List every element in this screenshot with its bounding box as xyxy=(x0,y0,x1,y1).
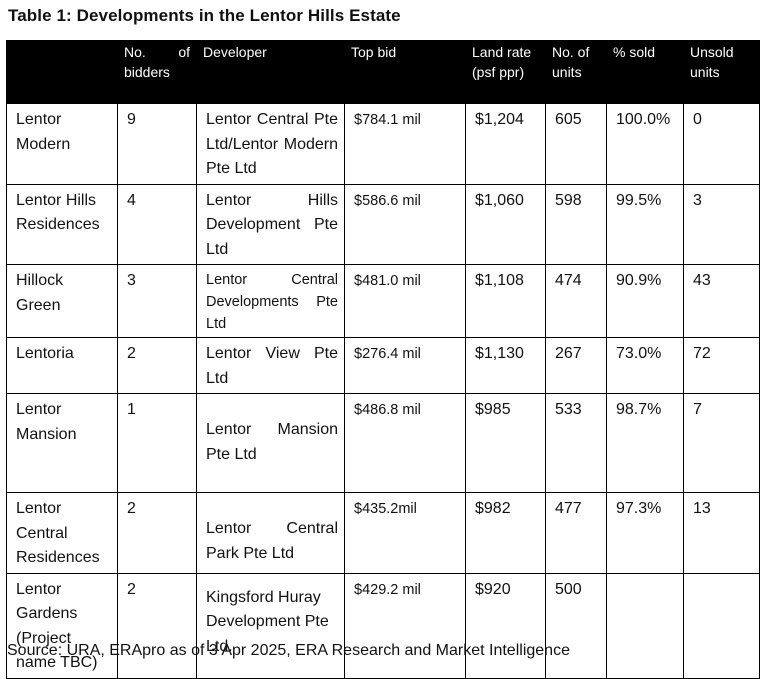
header-top-bid: Top bid xyxy=(344,40,466,104)
cell-unsold: 0 xyxy=(683,103,760,185)
cell-developer-wrap: Kingsford Huray Development Pte Ltd. xyxy=(196,572,345,679)
table-row: Lentor Modern 9 Lentor Central Pte Ltd/L… xyxy=(6,103,760,185)
header-units: No. of units xyxy=(545,40,607,104)
cell-land-rate: $1,204 xyxy=(465,103,546,185)
cell-units: 500 xyxy=(545,572,607,679)
cell-bidders: 9 xyxy=(117,103,197,185)
cell-name: Lentoria xyxy=(6,337,118,394)
source-note: Source: URA, ERApro as of 3 Apr 2025, ER… xyxy=(7,642,570,659)
cell-land-rate: $1,108 xyxy=(465,264,546,338)
cell-top-bid: $586.6 mil xyxy=(344,183,466,265)
cell-land-rate: $985 xyxy=(465,393,546,493)
cell-developer-wrap: Lentor Central Park Pte Ltd xyxy=(196,492,345,574)
cell-unsold: 13 xyxy=(683,492,760,574)
header-name xyxy=(6,40,118,104)
cell-sold: 99.5% xyxy=(606,183,684,265)
table-row: Hillock Green 3 Lentor Central Developme… xyxy=(6,264,760,338)
cell-units: 533 xyxy=(545,393,607,493)
cell-sold: 100.0% xyxy=(606,103,684,185)
cell-name: Lentor Modern xyxy=(6,103,118,185)
header-developer: Developer xyxy=(196,40,345,104)
cell-land-rate: $920 xyxy=(465,572,546,679)
cell-land-rate: $1,060 xyxy=(465,183,546,265)
cell-unsold: 43 xyxy=(683,264,760,338)
cell-developer: Lentor Central Pte Ltd/Lentor Modern Pte… xyxy=(196,103,345,185)
cell-sold: 90.9% xyxy=(606,264,684,338)
cell-top-bid: $784.1 mil xyxy=(344,103,466,185)
cell-developer-wrap: Lentor Mansion Pte Ltd xyxy=(196,393,345,493)
cell-developer: Lentor View Pte Ltd xyxy=(196,337,345,394)
cell-unsold: 72 xyxy=(683,337,760,394)
cell-land-rate: $982 xyxy=(465,492,546,574)
developments-table: No. of bidders Developer Top bid Land ra… xyxy=(6,40,760,679)
cell-developer: Lentor Hills Development Pte Ltd xyxy=(196,183,345,265)
cell-units: 605 xyxy=(545,103,607,185)
header-row: No. of bidders Developer Top bid Land ra… xyxy=(6,40,760,104)
table-title: Table 1: Developments in the Lentor Hill… xyxy=(8,6,401,25)
table-row: Lentoria 2 Lentor View Pte Ltd $276.4 mi… xyxy=(6,337,760,394)
cell-unsold: 3 xyxy=(683,183,760,265)
cell-top-bid: $429.2 mil xyxy=(344,572,466,679)
cell-name: Hillock Green xyxy=(6,264,118,338)
cell-sold: 98.7% xyxy=(606,393,684,493)
cell-bidders: 2 xyxy=(117,572,197,679)
cell-top-bid: $435.2mil xyxy=(344,492,466,574)
header-land-rate: Land rate (psf ppr) xyxy=(465,40,546,104)
cell-units: 267 xyxy=(545,337,607,394)
cell-name: Lentor Hills Residences xyxy=(6,183,118,265)
cell-sold xyxy=(606,572,684,679)
cell-top-bid: $481.0 mil xyxy=(344,264,466,338)
cell-bidders: 4 xyxy=(117,183,197,265)
cell-name: Lentor Gardens (Project name TBC) xyxy=(6,572,118,679)
cell-bidders: 1 xyxy=(117,393,197,493)
cell-units: 598 xyxy=(545,183,607,265)
cell-top-bid: $276.4 mil xyxy=(344,337,466,394)
table-row: Lentor Hills Residences 4 Lentor Hills D… xyxy=(6,183,760,265)
cell-unsold xyxy=(683,572,760,679)
header-sold: % sold xyxy=(606,40,684,104)
table-row: Lentor Gardens (Project name TBC) 2 King… xyxy=(6,572,760,679)
cell-developer: Lentor Central Developments Pte Ltd xyxy=(196,264,345,338)
cell-developer: Kingsford Huray Development Pte Ltd. xyxy=(206,588,329,655)
cell-unsold: 7 xyxy=(683,393,760,493)
cell-top-bid: $486.8 mil xyxy=(344,393,466,493)
cell-sold: 73.0% xyxy=(606,337,684,394)
cell-units: 477 xyxy=(545,492,607,574)
table-row: Lentor Central Residences 2 Lentor Centr… xyxy=(6,492,760,574)
cell-bidders: 3 xyxy=(117,264,197,338)
cell-developer: Lentor Mansion Pte Ltd xyxy=(206,421,338,463)
header-bidders: No. of bidders xyxy=(117,40,197,104)
cell-sold: 97.3% xyxy=(606,492,684,574)
cell-name: Lentor Mansion xyxy=(6,393,118,493)
cell-bidders: 2 xyxy=(117,337,197,394)
cell-land-rate: $1,130 xyxy=(465,337,546,394)
table-row: Lentor Mansion 1 Lentor Mansion Pte Ltd … xyxy=(6,393,760,493)
cell-units: 474 xyxy=(545,264,607,338)
cell-developer: Lentor Central Park Pte Ltd xyxy=(206,520,338,562)
header-unsold: Unsold units xyxy=(683,40,760,104)
cell-name: Lentor Central Residences xyxy=(6,492,118,574)
cell-bidders: 2 xyxy=(117,492,197,574)
